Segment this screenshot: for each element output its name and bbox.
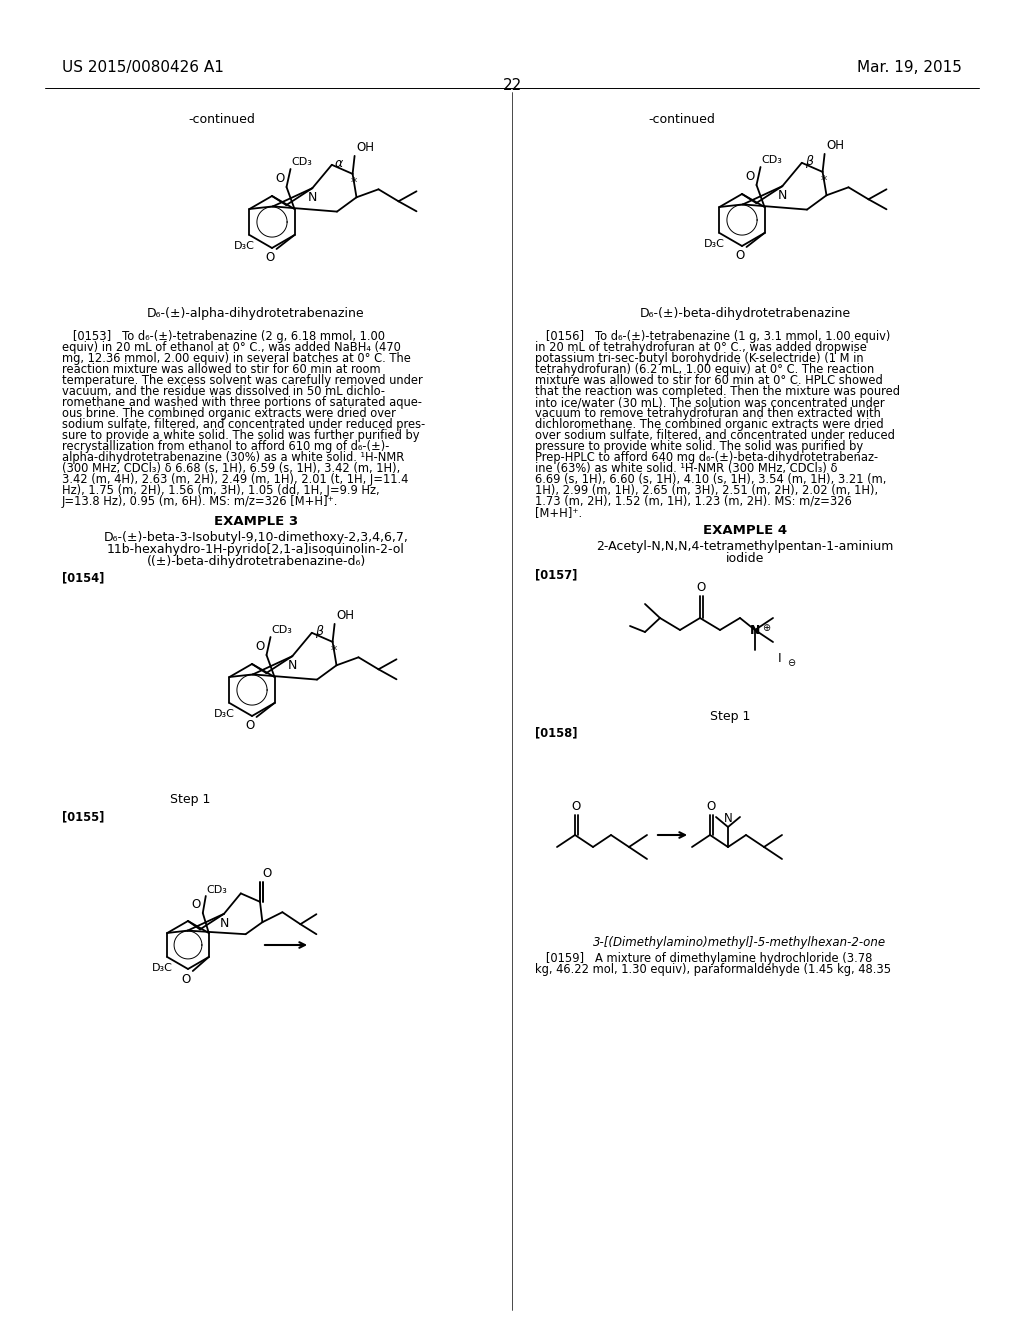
Text: I: I	[778, 652, 781, 665]
Text: [0153]   To d₆-(±)-tetrabenazine (2 g, 6.18 mmol, 1.00: [0153] To d₆-(±)-tetrabenazine (2 g, 6.1…	[62, 330, 385, 343]
Text: Prep-HPLC to afford 640 mg d₆-(±)-beta-dihydrotetrabenaz-: Prep-HPLC to afford 640 mg d₆-(±)-beta-d…	[535, 451, 879, 465]
Text: -continued: -continued	[648, 114, 715, 125]
Text: alpha-dihydrotetrabenazine (30%) as a white solid. ¹H-NMR: alpha-dihydrotetrabenazine (30%) as a wh…	[62, 451, 404, 465]
Text: pressure to provide white solid. The solid was purified by: pressure to provide white solid. The sol…	[535, 440, 863, 453]
Text: *: *	[350, 176, 356, 189]
Text: O: O	[255, 640, 264, 653]
Text: O: O	[275, 172, 285, 185]
Text: N: N	[288, 659, 297, 672]
Text: Step 1: Step 1	[170, 793, 210, 807]
Text: vacuum, and the residue was dissolved in 50 mL dichlo-: vacuum, and the residue was dissolved in…	[62, 385, 385, 399]
Text: into ice/water (30 mL). The solution was concentrated under: into ice/water (30 mL). The solution was…	[535, 396, 885, 409]
Text: EXAMPLE 4: EXAMPLE 4	[702, 524, 787, 537]
Text: N: N	[307, 191, 317, 205]
Text: ous brine. The combined organic extracts were dried over: ous brine. The combined organic extracts…	[62, 407, 396, 420]
Text: ⊕: ⊕	[762, 623, 770, 634]
Text: D₃C: D₃C	[152, 964, 173, 973]
Text: N: N	[777, 189, 787, 202]
Text: OH: OH	[337, 609, 354, 622]
Text: O: O	[707, 800, 716, 813]
Text: J=13.8 Hz), 0.95 (m, 6H). MS: m/z=326 [M+H]⁺.: J=13.8 Hz), 0.95 (m, 6H). MS: m/z=326 [M…	[62, 495, 338, 508]
Text: Hz), 1.75 (m, 2H), 1.56 (m, 3H), 1.05 (dd, 1H, J=9.9 Hz,: Hz), 1.75 (m, 2H), 1.56 (m, 3H), 1.05 (d…	[62, 484, 380, 498]
Text: [0158]: [0158]	[535, 726, 578, 739]
Text: mixture was allowed to stir for 60 min at 0° C. HPLC showed: mixture was allowed to stir for 60 min a…	[535, 374, 883, 387]
Text: 2-Acetyl-N,N,N,4-tetramethylpentan-1-aminium: 2-Acetyl-N,N,N,4-tetramethylpentan-1-ami…	[596, 540, 894, 553]
Text: D₃C: D₃C	[703, 239, 725, 249]
Text: [0156]   To d₆-(±)-tetrabenazine (1 g, 3.1 mmol, 1.00 equiv): [0156] To d₆-(±)-tetrabenazine (1 g, 3.1…	[535, 330, 891, 343]
Text: D₆-(±)-alpha-dihydrotetrabenazine: D₆-(±)-alpha-dihydrotetrabenazine	[147, 308, 365, 319]
Text: dichloromethane. The combined organic extracts were dried: dichloromethane. The combined organic ex…	[535, 418, 884, 432]
Text: that the reaction was completed. Then the mixture was poured: that the reaction was completed. Then th…	[535, 385, 900, 399]
Text: O: O	[745, 170, 755, 183]
Text: in 20 mL of tetrahydrofuran at 0° C., was added dropwise: in 20 mL of tetrahydrofuran at 0° C., wa…	[535, 341, 867, 354]
Text: D₃C: D₃C	[233, 242, 255, 251]
Text: β: β	[314, 626, 323, 639]
Text: ((±)-beta-dihydrotetrabenazine-d₆): ((±)-beta-dihydrotetrabenazine-d₆)	[146, 554, 366, 568]
Text: O: O	[696, 581, 706, 594]
Text: O: O	[265, 251, 274, 264]
Text: romethane and washed with three portions of saturated aque-: romethane and washed with three portions…	[62, 396, 422, 409]
Text: OH: OH	[356, 141, 375, 154]
Text: iodide: iodide	[726, 552, 764, 565]
Text: N: N	[750, 623, 760, 636]
Text: O: O	[262, 867, 271, 880]
Text: 1.73 (m, 2H), 1.52 (m, 1H), 1.23 (m, 2H). MS: m/z=326: 1.73 (m, 2H), 1.52 (m, 1H), 1.23 (m, 2H)…	[535, 495, 852, 508]
Text: ine (63%) as white solid. ¹H-NMR (300 MHz, CDCl₃) δ: ine (63%) as white solid. ¹H-NMR (300 MH…	[535, 462, 838, 475]
Text: vacuum to remove tetrahydrofuran and then extracted with: vacuum to remove tetrahydrofuran and the…	[535, 407, 881, 420]
Text: [0154]: [0154]	[62, 572, 104, 583]
Text: CD₃: CD₃	[292, 157, 312, 168]
Text: tetrahydrofuran) (6.2 mL, 1.00 equiv) at 0° C. The reaction: tetrahydrofuran) (6.2 mL, 1.00 equiv) at…	[535, 363, 874, 376]
Text: D₆-(±)-beta-dihydrotetrabenazine: D₆-(±)-beta-dihydrotetrabenazine	[639, 308, 851, 319]
Text: reaction mixture was allowed to stir for 60 min at room: reaction mixture was allowed to stir for…	[62, 363, 381, 376]
Text: 1H), 2.99 (m, 1H), 2.65 (m, 3H), 2.51 (m, 2H), 2.02 (m, 1H),: 1H), 2.99 (m, 1H), 2.65 (m, 3H), 2.51 (m…	[535, 484, 879, 498]
Text: ⊖: ⊖	[787, 657, 795, 668]
Text: α: α	[335, 157, 343, 170]
Text: *: *	[820, 174, 826, 187]
Text: EXAMPLE 3: EXAMPLE 3	[214, 515, 298, 528]
Text: β: β	[805, 156, 813, 169]
Text: over sodium sulfate, filtered, and concentrated under reduced: over sodium sulfate, filtered, and conce…	[535, 429, 895, 442]
Text: 3.42 (m, 4H), 2.63 (m, 2H), 2.49 (m, 1H), 2.01 (t, 1H, J=11.4: 3.42 (m, 4H), 2.63 (m, 2H), 2.49 (m, 1H)…	[62, 473, 409, 486]
Text: recrystallization from ethanol to afford 610 mg of d₆-(±)-: recrystallization from ethanol to afford…	[62, 440, 389, 453]
Text: Mar. 19, 2015: Mar. 19, 2015	[857, 59, 962, 75]
Text: D₆-(±)-beta-3-Isobutyl-9,10-dimethoxy-2,3,4,6,7,: D₆-(±)-beta-3-Isobutyl-9,10-dimethoxy-2,…	[103, 531, 409, 544]
Text: 22: 22	[503, 78, 521, 92]
Text: N: N	[724, 812, 732, 825]
Text: kg, 46.22 mol, 1.30 equiv), paraformaldehyde (1.45 kg, 48.35: kg, 46.22 mol, 1.30 equiv), paraformalde…	[535, 964, 891, 975]
Text: CD₃: CD₃	[762, 154, 782, 165]
Text: [0159]   A mixture of dimethylamine hydrochloride (3.78: [0159] A mixture of dimethylamine hydroc…	[535, 952, 872, 965]
Text: mg, 12.36 mmol, 2.00 equiv) in several batches at 0° C. The: mg, 12.36 mmol, 2.00 equiv) in several b…	[62, 352, 411, 366]
Text: O: O	[735, 249, 744, 261]
Text: 6.69 (s, 1H), 6.60 (s, 1H), 4.10 (s, 1H), 3.54 (m, 1H), 3.21 (m,: 6.69 (s, 1H), 6.60 (s, 1H), 4.10 (s, 1H)…	[535, 473, 887, 486]
Text: 11b-hexahydro-1H-pyrido[2,1-a]isoquinolin-2-ol: 11b-hexahydro-1H-pyrido[2,1-a]isoquinoli…	[108, 543, 404, 556]
Text: N: N	[219, 917, 228, 929]
Text: [0155]: [0155]	[62, 810, 104, 822]
Text: D₃C: D₃C	[214, 709, 234, 719]
Text: O: O	[246, 719, 255, 733]
Text: O: O	[191, 898, 201, 911]
Text: CD₃: CD₃	[207, 884, 227, 895]
Text: O: O	[181, 973, 190, 986]
Text: (300 MHz, CDCl₃) δ 6.68 (s, 1H), 6.59 (s, 1H), 3.42 (m, 1H),: (300 MHz, CDCl₃) δ 6.68 (s, 1H), 6.59 (s…	[62, 462, 400, 475]
Text: equiv) in 20 mL of ethanol at 0° C., was added NaBH₄ (470: equiv) in 20 mL of ethanol at 0° C., was…	[62, 341, 400, 354]
Text: O: O	[571, 800, 581, 813]
Text: [M+H]⁺.: [M+H]⁺.	[535, 506, 582, 519]
Text: Step 1: Step 1	[710, 710, 751, 723]
Text: temperature. The excess solvent was carefully removed under: temperature. The excess solvent was care…	[62, 374, 423, 387]
Text: [0157]: [0157]	[535, 568, 578, 581]
Text: OH: OH	[826, 139, 845, 152]
Text: sodium sulfate, filtered, and concentrated under reduced pres-: sodium sulfate, filtered, and concentrat…	[62, 418, 425, 432]
Text: 3-[(Dimethylamino)methyl]-5-methylhexan-2-one: 3-[(Dimethylamino)methyl]-5-methylhexan-…	[594, 936, 887, 949]
Text: potassium tri-sec-butyl borohydride (K-selectride) (1 M in: potassium tri-sec-butyl borohydride (K-s…	[535, 352, 863, 366]
Text: *: *	[331, 644, 337, 657]
Text: US 2015/0080426 A1: US 2015/0080426 A1	[62, 59, 224, 75]
Text: CD₃: CD₃	[271, 624, 293, 635]
Text: -continued: -continued	[188, 114, 255, 125]
Text: sure to provide a white solid. The solid was further purified by: sure to provide a white solid. The solid…	[62, 429, 420, 442]
